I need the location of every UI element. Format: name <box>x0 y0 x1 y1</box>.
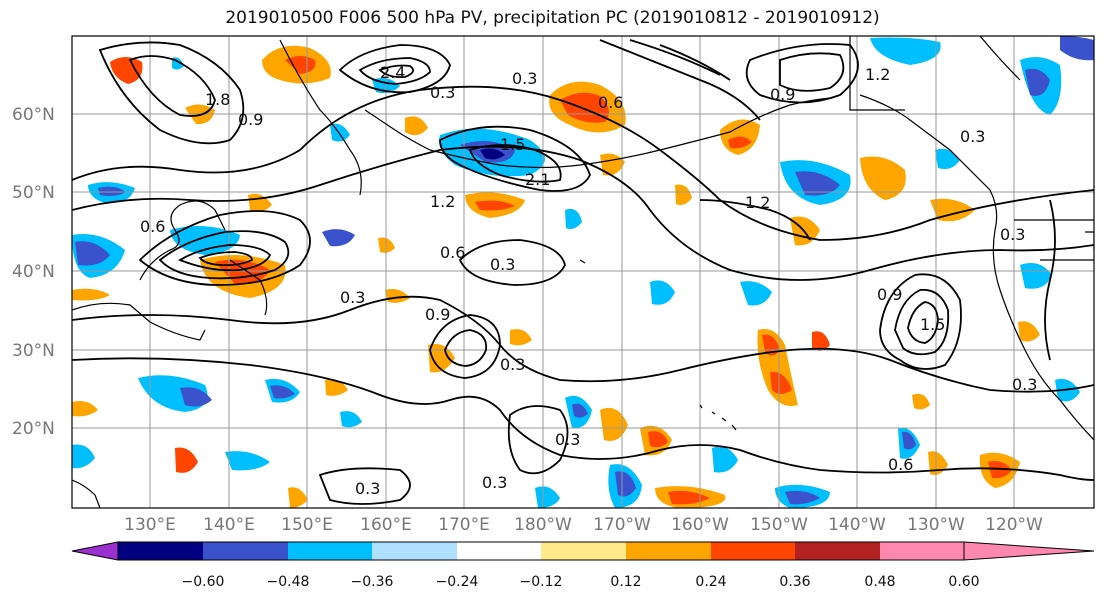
lon-label: 150°W <box>750 515 808 535</box>
contour-label: 1.8 <box>205 90 230 109</box>
colorbar-segment <box>880 542 964 560</box>
contour-label: 0.9 <box>425 305 450 324</box>
contour-label: 0.9 <box>238 110 263 129</box>
colorbar-segment <box>711 542 795 560</box>
contour-label: 0.3 <box>960 127 985 146</box>
colorbar-label: 0.36 <box>779 574 810 590</box>
contour-label: 1.2 <box>745 193 770 212</box>
contour-label: 0.3 <box>340 288 365 307</box>
contour-label: 0.3 <box>482 473 507 492</box>
contour-label: 0.9 <box>877 285 902 304</box>
colorbar-label: −0.24 <box>436 574 479 590</box>
colorbar-label: 0.24 <box>695 574 726 590</box>
contour-label: 1.2 <box>430 192 455 211</box>
colorbar-segment <box>203 542 288 560</box>
colorbar-segment <box>795 542 880 560</box>
contour-label: 0.6 <box>888 455 913 474</box>
colorbar-segment <box>118 542 203 560</box>
contour-label: 2.1 <box>525 170 550 189</box>
contour-label: 0.9 <box>770 85 795 104</box>
lon-label: 120°W <box>985 515 1043 535</box>
graticule <box>72 36 1094 508</box>
lon-label: 140°W <box>828 515 886 535</box>
lat-label: 30°N <box>12 341 55 361</box>
contour-label: 0.3 <box>512 69 537 88</box>
lon-label: 160°W <box>671 515 729 535</box>
contour-label: 0.6 <box>598 93 623 112</box>
contour-label: 0.3 <box>1000 225 1025 244</box>
colorbar-label: −0.12 <box>520 574 563 590</box>
lon-label: 140°E <box>203 515 255 535</box>
contour-label: 0.3 <box>430 83 455 102</box>
contour-label: 0.3 <box>1012 375 1037 394</box>
colorbar-label: 0.48 <box>864 574 895 590</box>
contour-label: 1.5 <box>920 315 945 334</box>
colorbar-segment <box>541 542 626 560</box>
colorbar-label: −0.60 <box>182 574 225 590</box>
lon-label: 130°E <box>124 515 176 535</box>
contour-label: 0.3 <box>490 255 515 274</box>
pv-contour-labels: 1.8 0.9 0.6 2.4 0.3 1.5 0.6 1.2 2.1 0.6 … <box>140 63 1037 498</box>
lat-label: 50°N <box>12 183 55 203</box>
contour-label: 2.4 <box>380 63 405 82</box>
map-frame <box>71 35 1095 509</box>
lon-label: 160°E <box>360 515 412 535</box>
contour-label: 0.6 <box>440 243 465 262</box>
lat-label: 20°N <box>12 419 55 439</box>
colorbar-label: −0.36 <box>351 574 394 590</box>
colorbar-label: 0.12 <box>610 574 641 590</box>
colorbar-outline <box>117 541 965 561</box>
map-content: 1.8 0.9 0.6 2.4 0.3 1.5 0.6 1.2 2.1 0.6 … <box>72 36 1094 508</box>
colorbar: −0.60 −0.48 −0.36 −0.24 −0.12 0.12 0.24 … <box>71 541 1095 590</box>
longitude-labels: 130°E 140°E 150°E 160°E 170°E 180°W 170°… <box>124 515 1043 535</box>
contour-label: 0.6 <box>140 217 165 236</box>
colorbar-segment <box>457 542 541 560</box>
lon-label: 170°W <box>593 515 651 535</box>
colorbar-segment <box>372 542 457 560</box>
colorbar-segment <box>626 542 711 560</box>
colorbar-label: 0.60 <box>948 574 979 590</box>
contour-label: 0.3 <box>500 355 525 374</box>
map-title: 2019010500 F006 500 hPa PV, precipitatio… <box>225 8 880 28</box>
lon-label: 170°E <box>438 515 490 535</box>
colorbar-extend-left <box>71 541 119 561</box>
pv-contours <box>72 39 1094 505</box>
lon-label: 150°E <box>281 515 333 535</box>
lon-label: 130°W <box>907 515 965 535</box>
colorbar-extend-right <box>963 541 1095 561</box>
contour-label: 0.3 <box>355 479 380 498</box>
contour-label: 0.3 <box>555 430 580 449</box>
precipitation-patches <box>72 36 1094 508</box>
colorbar-label: −0.48 <box>267 574 310 590</box>
lon-label: 180°W <box>514 515 572 535</box>
lat-label: 60°N <box>12 105 55 125</box>
contour-label: 1.2 <box>865 65 890 84</box>
contour-label: 1.5 <box>500 135 525 154</box>
lat-label: 40°N <box>12 262 55 282</box>
colorbar-segment <box>288 542 372 560</box>
latitude-labels: 60°N 50°N 40°N 30°N 20°N <box>12 105 55 439</box>
